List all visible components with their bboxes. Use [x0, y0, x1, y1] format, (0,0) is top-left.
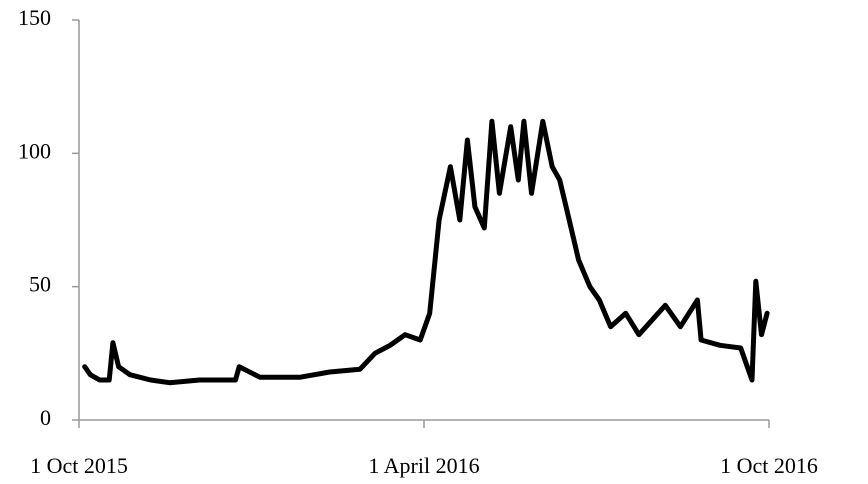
y-tick-label: 100 [18, 138, 51, 163]
data-line [82, 118, 770, 386]
y-tick-label: 50 [29, 272, 51, 297]
x-tick-label: 1 Oct 2015 [30, 453, 128, 478]
y-tick-label: 150 [18, 5, 51, 30]
x-tick-label: 1 April 2016 [368, 453, 479, 478]
y-tick-label: 0 [40, 405, 51, 430]
x-tick-label: 1 Oct 2016 [720, 453, 818, 478]
